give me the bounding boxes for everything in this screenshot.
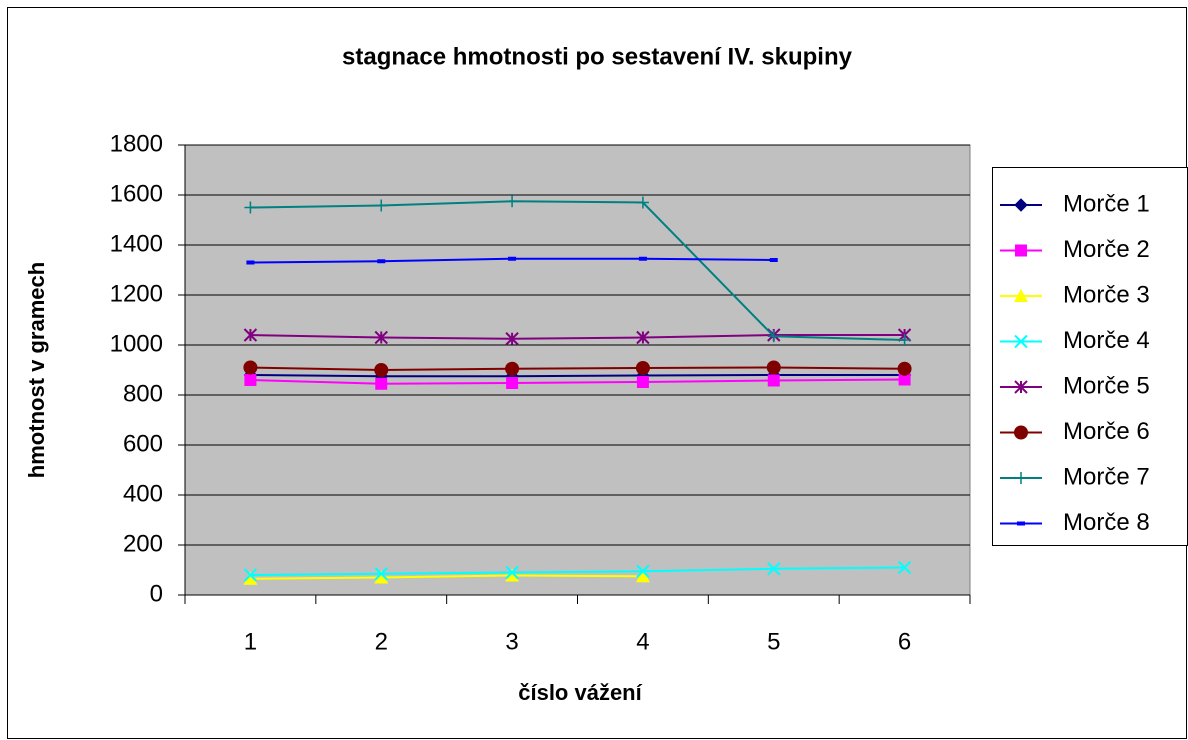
marker — [1015, 244, 1027, 257]
marker — [1014, 198, 1028, 212]
marker — [505, 361, 520, 376]
series-line — [250, 334, 905, 340]
marker — [377, 259, 386, 264]
marker — [506, 377, 519, 389]
marker — [897, 361, 912, 376]
legend-label: Morče 7 — [1063, 463, 1150, 490]
marker — [635, 361, 650, 375]
marker — [638, 256, 647, 261]
series-line — [250, 374, 905, 378]
y-tick-label: 1200 — [110, 280, 163, 307]
y-tick-label: 1600 — [110, 180, 163, 207]
legend-label: Morče 4 — [1063, 327, 1150, 354]
y-tick-label: 1000 — [110, 330, 163, 357]
x-tick-label: 4 — [636, 628, 649, 655]
legend-label: Morče 1 — [1063, 190, 1150, 217]
marker — [505, 568, 520, 582]
marker — [897, 560, 912, 575]
marker — [767, 374, 780, 387]
x-tick-label: 5 — [767, 628, 780, 655]
series-line — [250, 366, 905, 372]
marker — [374, 363, 389, 377]
marker — [374, 330, 388, 345]
marker — [374, 570, 389, 584]
legend: Morče 1 Morče 2 Morče 3 Morče 4 Morče 5 Morče… — [992, 167, 1188, 546]
marker — [1015, 472, 1027, 484]
y-axis-label: hmotnost v gramech — [24, 262, 49, 478]
marker — [769, 258, 778, 262]
legend-label: Morče 5 — [1063, 372, 1150, 399]
marker — [375, 199, 388, 212]
legend-label: Morče 3 — [1063, 281, 1150, 308]
marker — [244, 374, 257, 386]
y-tick-label: 1400 — [110, 230, 163, 257]
x-axis-label: číslo vážení — [518, 680, 642, 705]
marker — [636, 330, 650, 345]
marker — [898, 373, 911, 386]
x-tick-label: 1 — [244, 628, 257, 655]
y-tick-label: 1800 — [110, 130, 163, 157]
marker — [635, 569, 650, 583]
plot-area — [184, 144, 971, 596]
y-tick-label: 200 — [123, 530, 163, 557]
y-tick-label: 400 — [123, 480, 163, 507]
marker — [636, 564, 650, 578]
x-tick-label: 2 — [375, 628, 388, 655]
marker — [898, 334, 911, 346]
marker — [243, 571, 258, 585]
marker — [244, 201, 257, 214]
legend-box — [992, 167, 1188, 546]
marker — [506, 195, 519, 208]
y-tick-label: 600 — [123, 430, 163, 457]
x-tick-label: 6 — [898, 628, 911, 655]
series-line — [250, 200, 905, 341]
marker — [766, 360, 781, 375]
marker — [1014, 334, 1028, 349]
marker — [246, 260, 255, 265]
marker — [243, 360, 258, 375]
marker — [1014, 289, 1028, 302]
marker — [374, 567, 388, 581]
legend-label: Morče 8 — [1063, 509, 1150, 536]
marker — [375, 377, 388, 390]
marker — [1014, 425, 1028, 440]
y-tick-label: 0 — [150, 580, 163, 607]
x-tick-label: 3 — [505, 628, 518, 655]
marker — [508, 256, 517, 261]
series-line — [250, 566, 905, 576]
marker — [767, 330, 780, 343]
marker — [505, 332, 519, 346]
marker — [243, 328, 258, 342]
series-line — [250, 378, 905, 385]
y-tick-label: 800 — [123, 380, 163, 407]
legend-label: Morče 6 — [1063, 418, 1150, 445]
series-line — [250, 574, 643, 580]
legend-label: Morče 2 — [1063, 236, 1150, 263]
marker — [1014, 380, 1028, 394]
marker — [1017, 521, 1025, 526]
chart-title: stagnace hmotnosti po sestavení IV. skup… — [342, 43, 853, 70]
marker — [505, 565, 519, 580]
marker — [636, 376, 649, 388]
marker — [243, 568, 258, 582]
marker — [636, 196, 649, 209]
marker — [767, 562, 781, 576]
